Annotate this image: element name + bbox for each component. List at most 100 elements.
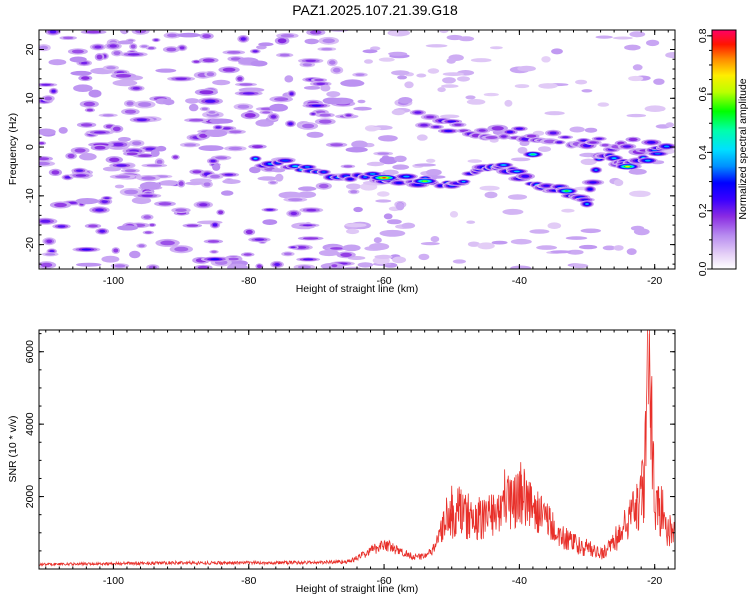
spectrogram-blob [281, 251, 295, 257]
spectrogram-blob [477, 242, 495, 250]
spectrogram-blob [644, 105, 666, 112]
spectrogram-blob [507, 194, 528, 200]
spectrogram-blob [129, 139, 145, 147]
spectrogram-blob [105, 156, 124, 164]
spectrogram-blob [262, 219, 278, 226]
spectrogram-blob [580, 200, 594, 208]
spectrogram-blob [308, 111, 318, 117]
spectrogram-blob [111, 247, 121, 254]
spectrogram-blob [394, 173, 418, 180]
spectrogram-blob [249, 166, 261, 174]
spectrogram-blob [415, 122, 433, 129]
spectrogram-blob [370, 46, 381, 51]
spectrogram-blob [298, 58, 324, 64]
spectrogram-blob [90, 144, 110, 151]
spectrogram-blob [310, 78, 328, 82]
spectrogram-blob [109, 162, 134, 169]
spectrogram-blob [362, 49, 378, 54]
spectrogram-blob [119, 51, 148, 58]
spectrogram-blob [121, 108, 140, 115]
spectrogram-blob [237, 35, 250, 43]
spectrogram-blob [191, 59, 202, 64]
spectrogram-blob [209, 221, 221, 229]
spectrogram-blob [378, 57, 395, 62]
spectrogram-blob [401, 222, 416, 229]
spectrogram-blob [148, 223, 157, 227]
spectrogram-blob [373, 237, 382, 244]
spectrogram-blob [193, 201, 213, 209]
x-tick-label: -80 [241, 575, 256, 587]
spectrogram-blob [317, 47, 337, 52]
spectrogram-blob [377, 191, 390, 197]
spectrogram-blob [555, 187, 578, 195]
spectrogram-blob [613, 179, 624, 187]
spectrogram-blob [342, 112, 355, 118]
spectrogram-blob [416, 73, 427, 78]
spectrogram-blob [318, 36, 340, 45]
spectrogram-blob [299, 207, 324, 213]
spectrogram-blob [584, 127, 598, 133]
spectrogram-blob [139, 181, 161, 190]
spectrogram-blob [465, 95, 476, 100]
spectrogram-blob [151, 37, 161, 43]
spectrogram-blob [357, 99, 366, 104]
spectrogram-blob [114, 184, 125, 189]
colorbar-tick-label: 0.0 [697, 262, 709, 277]
spectrogram-blob [182, 223, 203, 228]
spectrogram-blob [615, 163, 640, 170]
colorbar: 0.0 0.2 0.4 0.6 0.8 Normalized spectral ampl… [697, 28, 749, 276]
snr-y-axis-label: SNR (10 * v/v) [7, 415, 19, 482]
spectrogram-blob [189, 169, 205, 175]
spectrogram-blob [256, 45, 267, 50]
spectrogram-blob [625, 136, 641, 143]
spectrogram-blob [502, 208, 524, 215]
spectrogram-blob [346, 183, 362, 190]
spectrogram-blob [493, 162, 514, 168]
spectrogram-blob [553, 140, 566, 145]
spectrogram-blob [141, 163, 168, 168]
spectrogram-blob [79, 153, 97, 161]
spectrogram-blob [212, 124, 224, 131]
spectrogram-blob [131, 196, 152, 205]
spectrogram-blob [128, 85, 145, 92]
spectrogram-blob [579, 244, 598, 250]
spectrogram-blob [580, 228, 601, 234]
spectrogram-blob [597, 102, 610, 107]
spectrogram-blob [452, 259, 466, 264]
spectrogram-blob [276, 52, 294, 58]
spectrogram-blob [129, 250, 141, 259]
spectrogram-blob [72, 246, 101, 253]
spectrogram-blob [584, 185, 596, 193]
spectrogram-blob [110, 263, 130, 269]
spectrogram-blob [95, 228, 110, 235]
colorbar-tick-label: 0.4 [697, 145, 709, 160]
spectrogram-blob [155, 238, 180, 247]
spectrogram-blob [545, 129, 562, 137]
spectrogram-blob [248, 144, 267, 150]
spectrogram-blob [176, 32, 201, 38]
spectrogram-blob [612, 36, 633, 40]
spectrogram-blob [297, 191, 317, 199]
spectrogram-blob [169, 245, 193, 254]
spectrogram-blob [118, 137, 131, 142]
spectrogram-blob [155, 68, 177, 73]
spectrogram-blob [124, 100, 136, 107]
spectrogram-blob [84, 107, 95, 113]
spectrogram-blob [628, 168, 647, 175]
spectrogram-blob [383, 213, 393, 220]
spectrogram-blob [224, 256, 243, 262]
spectrogram-blob [536, 245, 557, 250]
spectrogram-blob [470, 58, 492, 63]
y-tick-label: 0 [24, 144, 36, 150]
spectrogram-blob [185, 181, 204, 186]
spectrogram-blob [379, 156, 398, 165]
x-tick-label: -40 [512, 575, 527, 587]
spectrogram-blob [591, 136, 607, 141]
spectrogram-blob [146, 264, 160, 269]
spectrogram-blob [517, 65, 536, 72]
x-tick-label: -20 [647, 275, 662, 287]
spectrogram-blob [427, 68, 440, 74]
spectrogram-blob [162, 46, 180, 53]
spectrogram-blob [160, 180, 179, 186]
spectrogram-blob [342, 244, 361, 252]
